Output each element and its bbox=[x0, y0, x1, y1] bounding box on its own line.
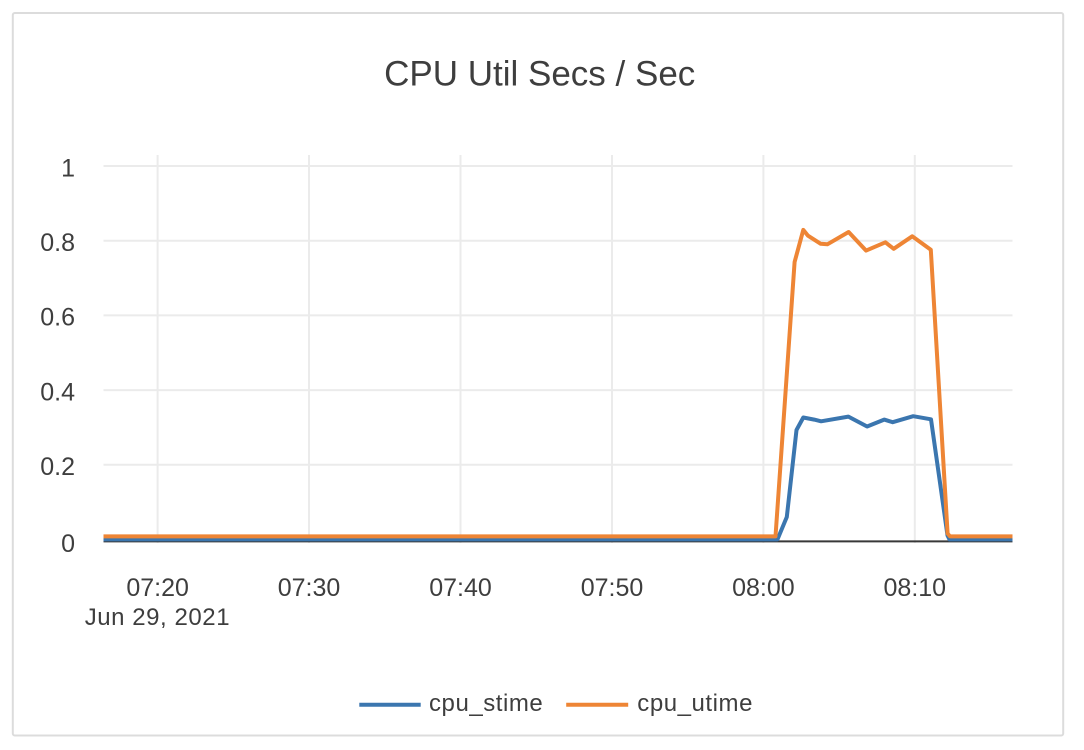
svg-text:1: 1 bbox=[61, 154, 75, 182]
svg-text:07:50: 07:50 bbox=[581, 574, 644, 602]
svg-text:07:40: 07:40 bbox=[429, 574, 492, 602]
svg-text:07:20: 07:20 bbox=[126, 574, 189, 602]
svg-text:0: 0 bbox=[61, 530, 75, 558]
svg-text:cpu_utime: cpu_utime bbox=[637, 690, 753, 717]
svg-text:cpu_stime: cpu_stime bbox=[429, 690, 543, 717]
svg-text:07:30: 07:30 bbox=[278, 574, 341, 602]
svg-text:0.2: 0.2 bbox=[40, 453, 75, 481]
svg-text:08:00: 08:00 bbox=[732, 574, 795, 602]
svg-text:CPU Util Secs / Sec: CPU Util Secs / Sec bbox=[384, 55, 695, 94]
svg-text:Jun 29, 2021: Jun 29, 2021 bbox=[85, 604, 230, 631]
svg-text:0.8: 0.8 bbox=[40, 229, 75, 257]
svg-text:0.4: 0.4 bbox=[40, 378, 75, 406]
svg-text:08:10: 08:10 bbox=[884, 574, 947, 602]
svg-text:0.6: 0.6 bbox=[40, 304, 75, 332]
